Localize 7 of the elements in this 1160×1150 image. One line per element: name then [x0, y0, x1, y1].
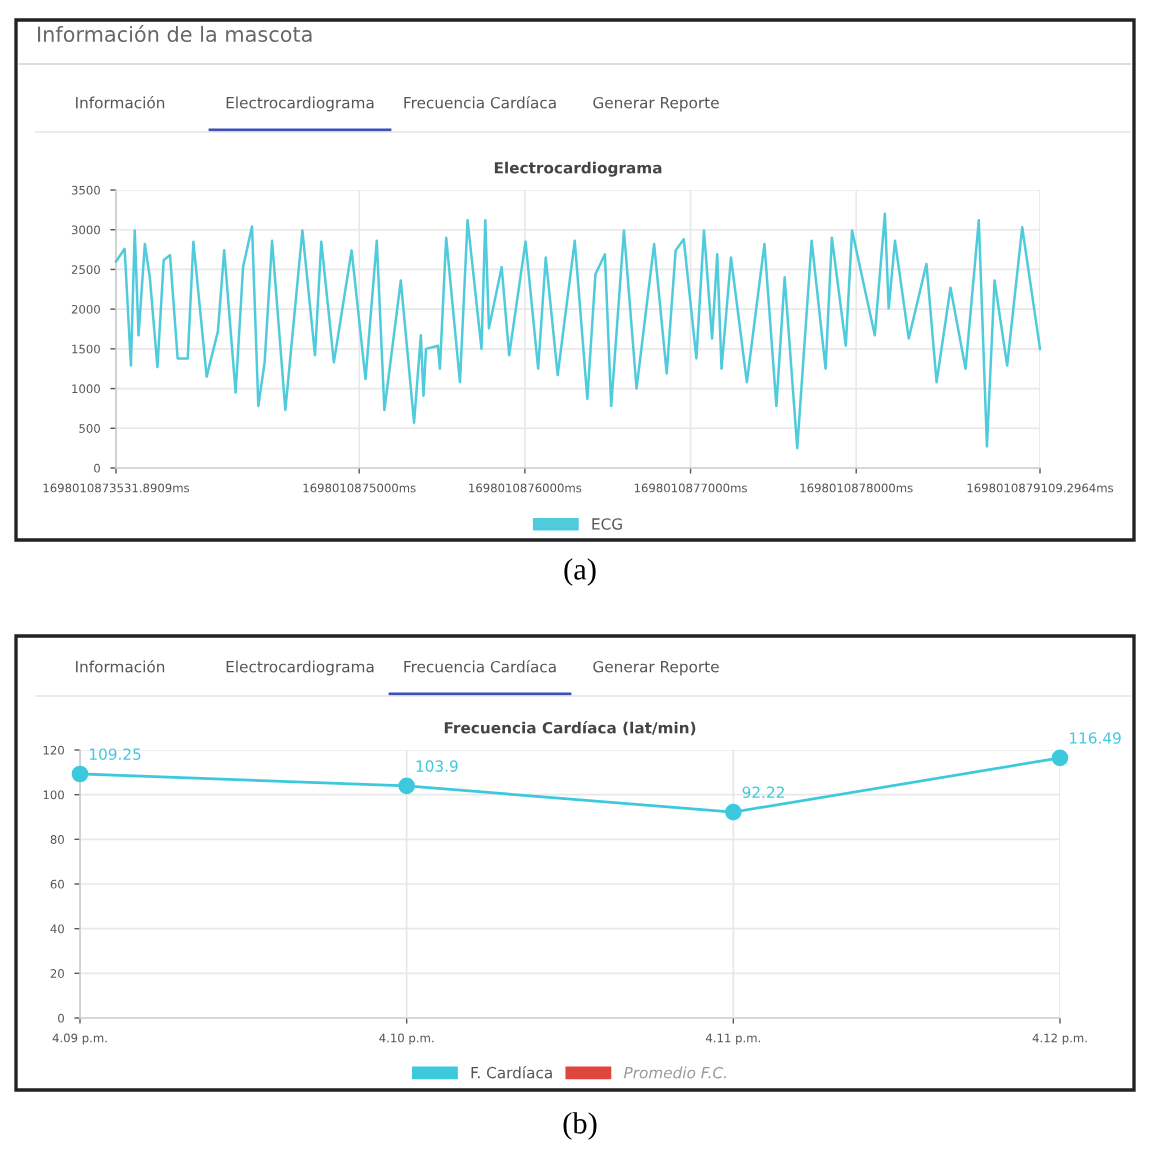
point [725, 803, 742, 821]
text: Información de la mascota [38, 25, 312, 43]
point [71, 765, 89, 783]
text: (a) [564, 558, 596, 586]
point [398, 777, 415, 795]
point [1051, 749, 1069, 767]
text: (b) [563, 1112, 597, 1140]
